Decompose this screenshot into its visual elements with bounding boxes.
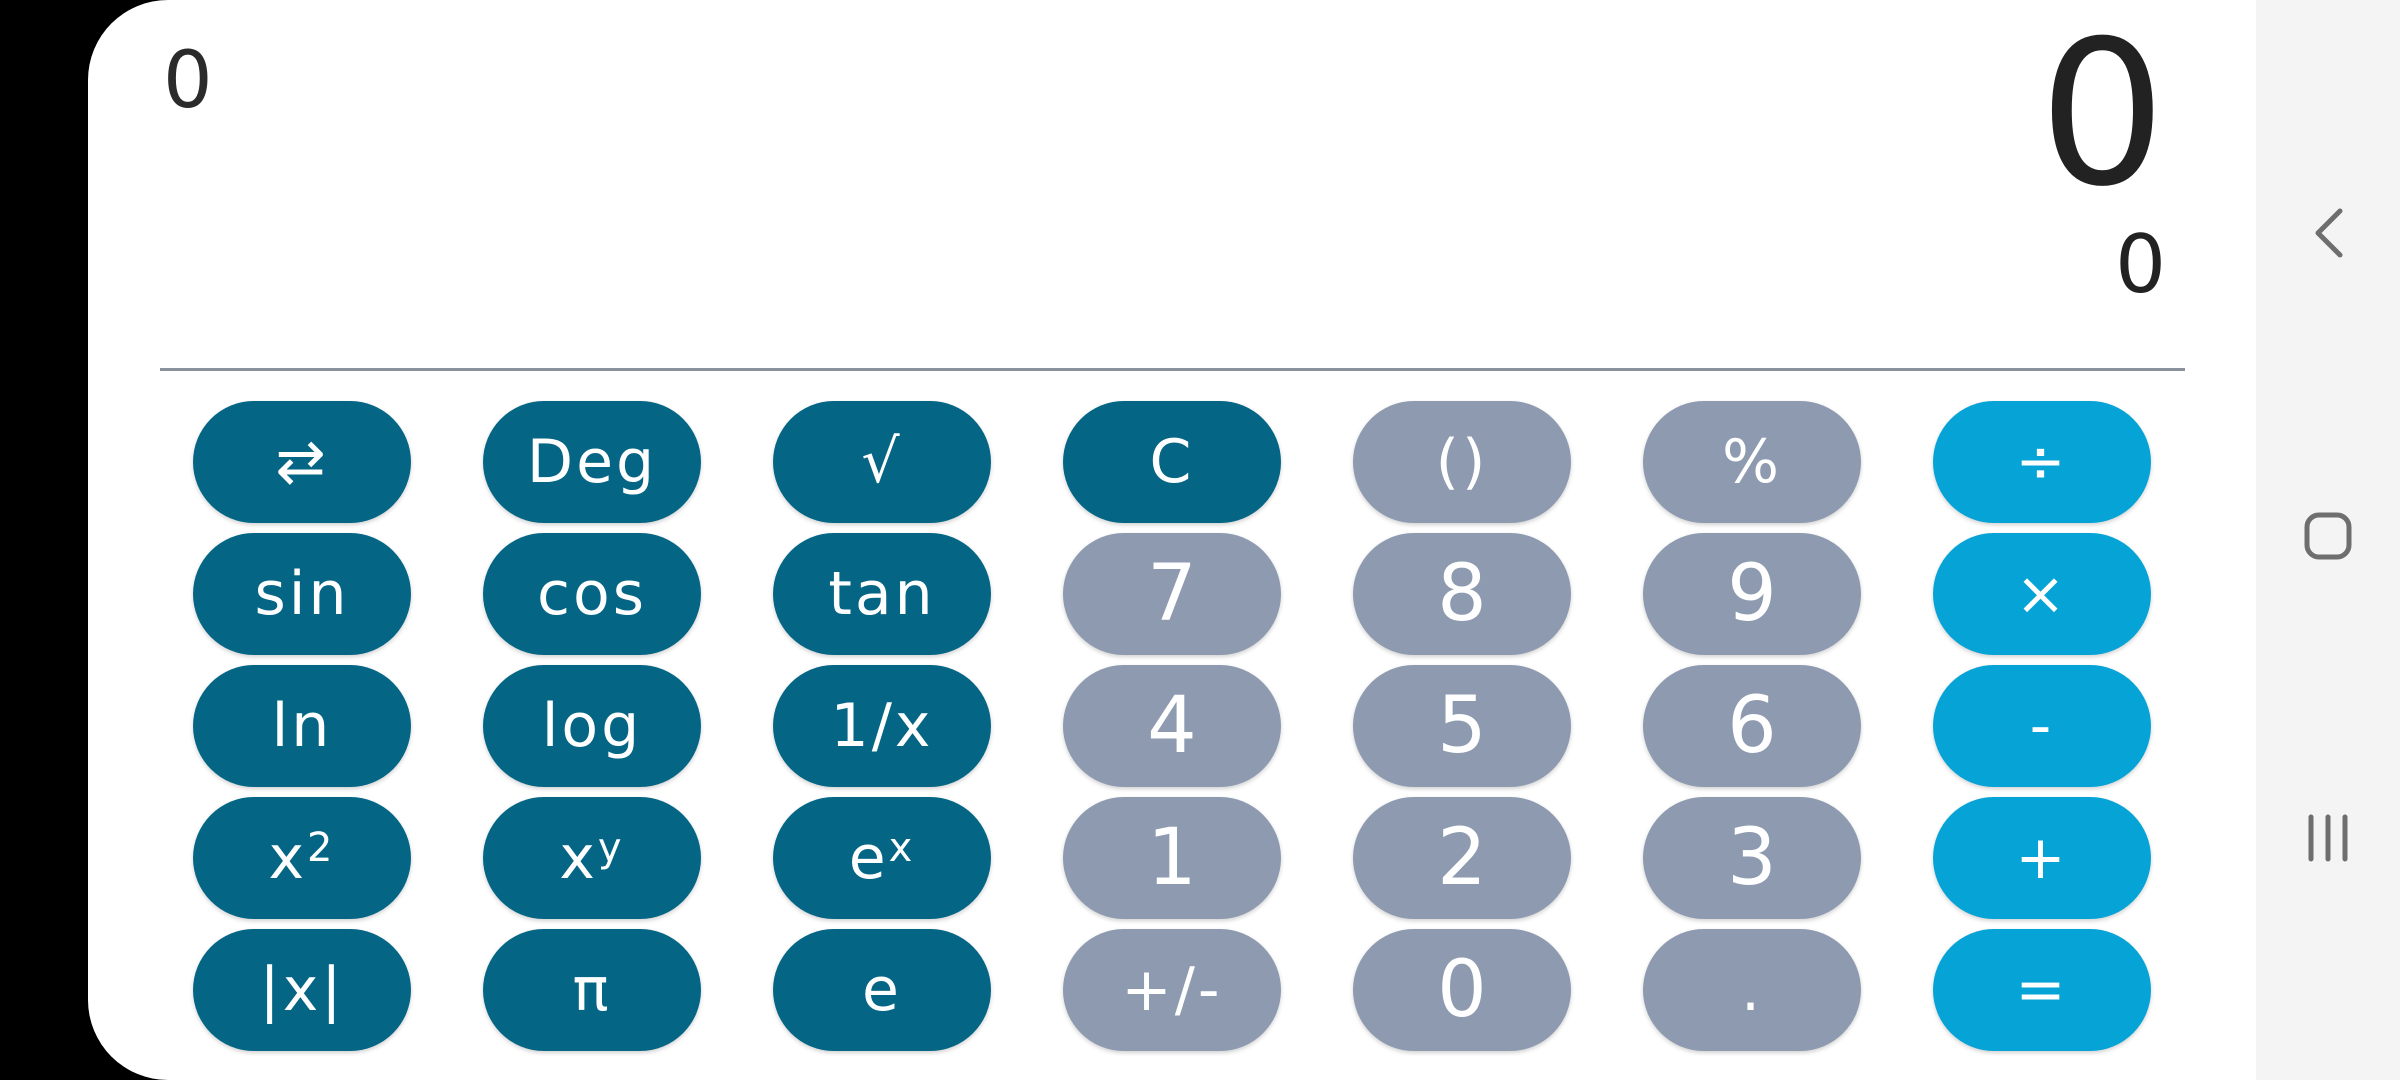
digit-0-button[interactable]: 0 bbox=[1353, 929, 1571, 1051]
abs-button[interactable]: |x| bbox=[193, 929, 411, 1051]
result-preview: 0 bbox=[2115, 218, 2166, 311]
square-base: x bbox=[268, 823, 308, 893]
digit-9-label: 9 bbox=[1727, 549, 1777, 639]
digit-6-label: 6 bbox=[1727, 681, 1777, 771]
digit-5-label: 5 bbox=[1437, 681, 1487, 771]
deg-button[interactable]: Deg bbox=[483, 401, 701, 523]
equals-button[interactable]: = bbox=[1933, 929, 2151, 1051]
sin-button[interactable]: sin bbox=[193, 533, 411, 655]
keypad: ⇄ Deg √ C () % ÷ sin cos tan 7 8 9 × ln … bbox=[193, 401, 2193, 1051]
log-button[interactable]: log bbox=[483, 665, 701, 787]
digit-8-label: 8 bbox=[1437, 549, 1487, 639]
digit-4-button[interactable]: 4 bbox=[1063, 665, 1281, 787]
history-value: 0 bbox=[163, 36, 213, 126]
e-button[interactable]: e bbox=[773, 929, 991, 1051]
digit-8-button[interactable]: 8 bbox=[1353, 533, 1571, 655]
digit-2-label: 2 bbox=[1437, 813, 1487, 903]
swap-button[interactable]: ⇄ bbox=[193, 401, 411, 523]
digit-1-label: 1 bbox=[1147, 813, 1197, 903]
main-display: 0 bbox=[2038, 0, 2166, 231]
digit-6-button[interactable]: 6 bbox=[1643, 665, 1861, 787]
cos-button[interactable]: cos bbox=[483, 533, 701, 655]
minus-button[interactable]: - bbox=[1933, 665, 2151, 787]
digit-0-label: 0 bbox=[1437, 945, 1487, 1035]
exp-exponent: x bbox=[888, 825, 916, 871]
ln-button[interactable]: ln bbox=[193, 665, 411, 787]
digit-1-button[interactable]: 1 bbox=[1063, 797, 1281, 919]
three-bars-icon bbox=[2308, 814, 2348, 862]
digit-5-button[interactable]: 5 bbox=[1353, 665, 1571, 787]
display-divider bbox=[160, 368, 2185, 371]
negate-button[interactable]: +/- bbox=[1063, 929, 1281, 1051]
pi-button[interactable]: π bbox=[483, 929, 701, 1051]
recents-button[interactable] bbox=[2256, 808, 2400, 868]
back-button[interactable] bbox=[2256, 200, 2400, 266]
digit-4-label: 4 bbox=[1147, 681, 1197, 771]
power-exponent: y bbox=[597, 825, 625, 871]
navigation-bar bbox=[2256, 0, 2400, 1080]
tan-button[interactable]: tan bbox=[773, 533, 991, 655]
sqrt-button[interactable]: √ bbox=[773, 401, 991, 523]
digit-3-label: 3 bbox=[1727, 813, 1777, 903]
parentheses-button[interactable]: () bbox=[1353, 401, 1571, 523]
chevron-left-icon bbox=[2315, 208, 2343, 258]
power-base: x bbox=[559, 823, 598, 893]
digit-3-button[interactable]: 3 bbox=[1643, 797, 1861, 919]
home-button[interactable] bbox=[2256, 508, 2400, 564]
digit-2-button[interactable]: 2 bbox=[1353, 797, 1571, 919]
digit-9-button[interactable]: 9 bbox=[1643, 533, 1861, 655]
square-exponent: 2 bbox=[307, 825, 336, 871]
swap-icon: ⇄ bbox=[275, 427, 329, 497]
decimal-button[interactable]: . bbox=[1643, 929, 1861, 1051]
multiply-button[interactable]: × bbox=[1933, 533, 2151, 655]
percent-button[interactable]: % bbox=[1643, 401, 1861, 523]
calculator-app: 0 0 0 ⇄ Deg √ C () % ÷ sin cos tan 7 8 9… bbox=[88, 0, 2256, 1080]
plus-button[interactable]: + bbox=[1933, 797, 2151, 919]
reciprocal-button[interactable]: 1/x bbox=[773, 665, 991, 787]
divide-button[interactable]: ÷ bbox=[1933, 401, 2151, 523]
digit-7-label: 7 bbox=[1147, 549, 1197, 639]
exp-base: e bbox=[848, 823, 889, 893]
digit-7-button[interactable]: 7 bbox=[1063, 533, 1281, 655]
rounded-square-icon bbox=[2304, 512, 2352, 560]
clear-button[interactable]: C bbox=[1063, 401, 1281, 523]
